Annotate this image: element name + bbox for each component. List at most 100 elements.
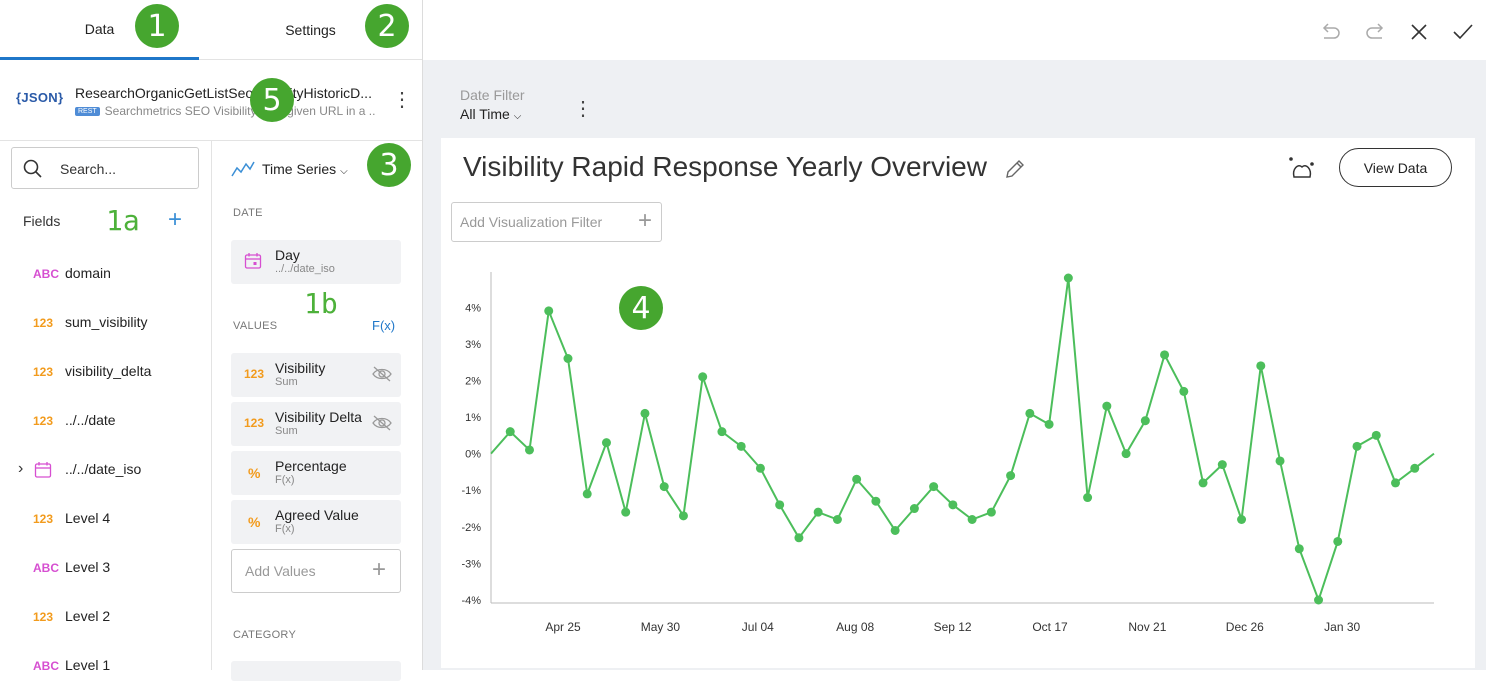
undo-icon[interactable] (1320, 22, 1342, 42)
data-point[interactable] (909, 504, 919, 514)
data-point[interactable] (1391, 478, 1401, 488)
visualization-title[interactable]: Visibility Rapid Response Yearly Overvie… (463, 151, 1027, 183)
callout-badge-2: 2 (365, 4, 409, 48)
add-values-input[interactable] (231, 549, 401, 593)
data-point[interactable] (1410, 463, 1420, 473)
view-data-button[interactable]: View Data (1339, 148, 1452, 187)
data-point[interactable] (1314, 595, 1324, 605)
expand-chevron-icon[interactable]: › (18, 460, 24, 477)
field-item[interactable]: ABC Level 3 (0, 548, 210, 588)
visualization-settings-icon[interactable] (1288, 155, 1316, 181)
add-visualization-filter[interactable] (451, 202, 662, 242)
hidden-eye-icon[interactable] (371, 365, 393, 383)
data-point[interactable] (621, 507, 631, 517)
value-field-pill[interactable]: 123 Visibility Sum (231, 353, 401, 397)
data-point[interactable] (505, 427, 515, 437)
data-point[interactable] (582, 489, 592, 499)
fields-column (0, 141, 212, 670)
data-point[interactable] (1063, 273, 1073, 283)
field-item[interactable]: 123 ../../date (0, 401, 210, 441)
confirm-check-icon[interactable] (1452, 22, 1474, 42)
field-item[interactable]: › ../../date_iso (0, 450, 210, 490)
fx-button[interactable]: F(x) (372, 318, 396, 333)
redo-icon[interactable] (1364, 22, 1386, 42)
data-point[interactable] (890, 525, 900, 535)
date-filter-select[interactable]: All Time ⌵ (460, 106, 521, 122)
x-tick-label: Dec 26 (1226, 620, 1264, 634)
date-field-pill[interactable]: Day ../../date_iso (231, 240, 401, 284)
data-point[interactable] (1179, 386, 1189, 396)
edit-pencil-icon[interactable] (1003, 157, 1027, 181)
data-point[interactable] (1006, 471, 1016, 481)
data-point[interactable] (1333, 536, 1343, 546)
data-point[interactable] (1371, 430, 1381, 440)
field-item[interactable]: 123 visibility_delta (0, 352, 210, 392)
tab-settings[interactable]: Settings (199, 0, 422, 60)
data-point[interactable] (1083, 493, 1093, 503)
add-field-icon[interactable]: + (168, 206, 183, 233)
category-drop-zone[interactable] (231, 661, 401, 681)
data-point[interactable] (1102, 401, 1112, 411)
data-point[interactable] (1160, 350, 1170, 360)
fields-heading: Fields (23, 213, 61, 229)
data-point[interactable] (755, 463, 765, 473)
data-point[interactable] (678, 511, 688, 521)
data-point[interactable] (1198, 478, 1208, 488)
number-type-icon: 123 (33, 512, 54, 526)
close-icon[interactable] (1409, 22, 1429, 42)
value-field-title: Visibility Delta (275, 409, 362, 425)
data-point[interactable] (1256, 361, 1266, 371)
data-point[interactable] (871, 496, 881, 506)
search-input[interactable] (11, 147, 199, 189)
value-field-pill[interactable]: % Percentage F(x) (231, 451, 401, 495)
data-point[interactable] (813, 507, 823, 517)
data-point[interactable] (601, 438, 611, 448)
add-values-plus-icon[interactable]: + (372, 556, 387, 583)
value-field-pill[interactable]: % Agreed Value F(x) (231, 500, 401, 544)
percent-type-icon: % (248, 465, 261, 481)
data-point[interactable] (929, 482, 939, 492)
data-point[interactable] (1294, 544, 1304, 554)
callout-label-1a: 1a (106, 204, 140, 237)
add-visualization-filter-plus-icon[interactable]: + (638, 207, 653, 234)
data-point[interactable] (775, 500, 785, 510)
callout-label-1b: 1b (304, 287, 338, 320)
data-point[interactable] (986, 507, 996, 517)
data-point[interactable] (544, 306, 554, 316)
data-point[interactable] (1352, 441, 1362, 451)
data-point[interactable] (563, 354, 573, 363)
data-point[interactable] (1140, 416, 1150, 426)
data-point[interactable] (1044, 419, 1054, 429)
data-point[interactable] (698, 372, 708, 382)
value-field-title: Agreed Value (275, 507, 359, 523)
visualization-type-select[interactable]: Time Series ⌵ (262, 161, 348, 177)
data-point[interactable] (794, 533, 804, 543)
data-point[interactable] (1237, 515, 1247, 524)
data-point[interactable] (717, 427, 727, 437)
hidden-eye-icon[interactable] (371, 414, 393, 432)
data-point[interactable] (967, 515, 977, 524)
tab-data[interactable]: Data (0, 0, 199, 60)
data-point[interactable] (1121, 449, 1131, 459)
field-item[interactable]: 123 Level 2 (0, 597, 210, 637)
date-filter-more-icon[interactable]: ⋮ (573, 98, 593, 120)
field-item[interactable]: ABC domain (0, 254, 210, 294)
y-tick-label: -2% (461, 522, 481, 534)
source-more-icon[interactable]: ⋮ (392, 89, 412, 111)
data-point[interactable] (832, 515, 842, 524)
values-section-header: VALUES (233, 320, 278, 332)
field-item[interactable]: ABC Level 1 (0, 646, 210, 686)
data-point[interactable] (524, 445, 534, 455)
data-point[interactable] (948, 500, 958, 510)
data-point[interactable] (852, 474, 862, 484)
data-point[interactable] (1217, 460, 1227, 470)
data-point[interactable] (1275, 456, 1285, 466)
value-field-pill[interactable]: 123 Visibility Delta Sum (231, 402, 401, 446)
field-item[interactable]: 123 Level 4 (0, 499, 210, 539)
data-point[interactable] (640, 408, 650, 418)
data-source-row[interactable] (0, 60, 422, 141)
data-point[interactable] (1025, 408, 1035, 418)
data-point[interactable] (659, 482, 669, 492)
data-point[interactable] (736, 441, 746, 451)
field-item[interactable]: 123 sum_visibility (0, 303, 210, 343)
